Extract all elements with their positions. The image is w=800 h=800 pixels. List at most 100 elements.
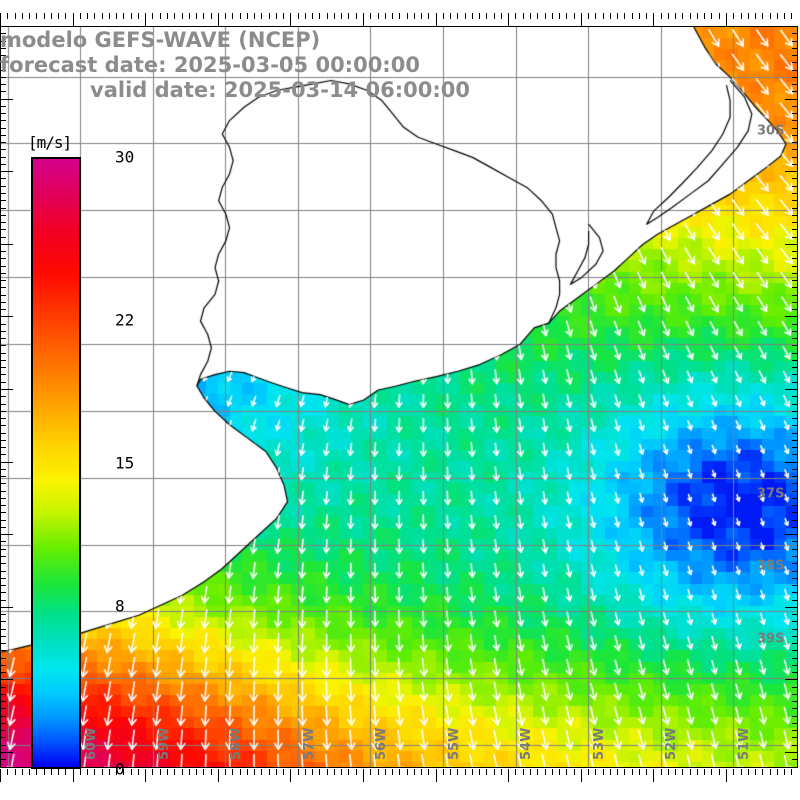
axis-tick [792, 323, 798, 325]
axis-ruler-top [0, 13, 798, 26]
axis-tick [87, 13, 89, 19]
longitude-label: 57W [302, 727, 317, 760]
axis-tick [0, 447, 6, 449]
axis-tick [457, 769, 459, 775]
axis-tick [0, 672, 6, 674]
axis-tick [0, 258, 6, 260]
axis-tick [0, 701, 6, 703]
axis-tick [0, 280, 6, 282]
axis-tick [580, 13, 582, 26]
axis-tick [792, 657, 798, 659]
axis-tick [792, 650, 798, 652]
axis-tick [609, 13, 611, 19]
axis-tick [792, 403, 798, 405]
latitude-label: 37S [757, 486, 785, 502]
axis-tick [631, 769, 633, 775]
axis-tick [704, 13, 706, 19]
axis-tick [792, 396, 798, 398]
axis-tick [792, 410, 798, 412]
axis-tick [792, 359, 798, 361]
axis-tick [36, 769, 38, 775]
axis-tick [304, 13, 306, 19]
axis-tick [137, 13, 139, 19]
axis-tick [0, 693, 6, 695]
axis-tick [486, 769, 488, 775]
axis-tick [370, 769, 372, 775]
axis-tick [791, 769, 793, 775]
map-frame[interactable] [0, 26, 798, 768]
axis-tick [792, 55, 798, 57]
axis-tick [493, 769, 495, 775]
axis-tick [792, 744, 798, 746]
axis-tick [363, 769, 364, 782]
axis-tick [792, 178, 798, 180]
axis-tick [0, 367, 6, 369]
axis-tick [0, 483, 6, 485]
axis-tick [341, 13, 343, 19]
axis-tick [792, 91, 798, 93]
axis-tick [21, 13, 23, 19]
colorbar[interactable]: 30 22 15 8 0 [31, 148, 134, 779]
axis-tick [508, 13, 510, 26]
axis-tick [0, 40, 6, 42]
axis-tick [792, 330, 798, 332]
axis-tick [0, 222, 6, 224]
axis-tick [0, 744, 6, 746]
axis-tick [326, 13, 328, 19]
axis-tick [588, 769, 590, 775]
axis-tick [493, 13, 495, 19]
axis-tick [130, 769, 132, 775]
axis-tick [377, 769, 379, 775]
axis-tick [792, 33, 798, 35]
axis-tick [0, 599, 6, 601]
axis-tick [785, 243, 798, 245]
axis-tick [792, 577, 798, 579]
axis-tick [792, 62, 798, 64]
axis-tick [355, 13, 357, 19]
axis-tick [792, 381, 798, 383]
axis-tick [479, 769, 481, 775]
colorbar-tick-label: 8 [115, 596, 125, 616]
axis-tick [0, 26, 13, 27]
axis-tick [544, 13, 546, 19]
axis-tick [792, 287, 798, 289]
axis-tick [65, 769, 67, 775]
axis-tick [29, 13, 31, 19]
axis-tick [312, 13, 314, 19]
axis-tick [174, 13, 176, 19]
axis-tick [792, 236, 798, 238]
axis-tick [559, 13, 561, 19]
axis-tick [196, 769, 198, 775]
axis-tick [792, 686, 798, 688]
axis-tick [384, 769, 386, 775]
axis-tick [689, 13, 691, 19]
axis-tick [792, 142, 798, 144]
axis-tick [0, 628, 6, 630]
axis-tick [515, 769, 517, 775]
axis-tick [399, 769, 401, 775]
axis-tick [261, 769, 263, 775]
axis-tick [0, 512, 6, 514]
axis-tick [792, 447, 798, 449]
axis-tick [21, 769, 23, 775]
axis-tick [363, 13, 364, 26]
axis-tick [290, 769, 292, 782]
axis-tick [0, 439, 6, 441]
axis-tick [573, 13, 575, 19]
axis-tick [792, 222, 798, 224]
axis-tick [646, 769, 648, 775]
axis-tick [370, 13, 372, 19]
axis-tick [638, 769, 640, 775]
wind-speed-heatmap-canvas[interactable] [1, 27, 797, 767]
axis-tick [631, 13, 633, 19]
axis-tick [792, 635, 798, 637]
axis-tick [792, 367, 798, 369]
axis-tick [428, 769, 430, 775]
axis-tick [792, 526, 798, 528]
axis-tick [595, 769, 597, 775]
axis-tick [711, 13, 713, 19]
axis-tick [675, 13, 677, 19]
axis-tick [0, 534, 13, 536]
axis-tick [733, 13, 735, 19]
axis-tick [0, 418, 6, 420]
